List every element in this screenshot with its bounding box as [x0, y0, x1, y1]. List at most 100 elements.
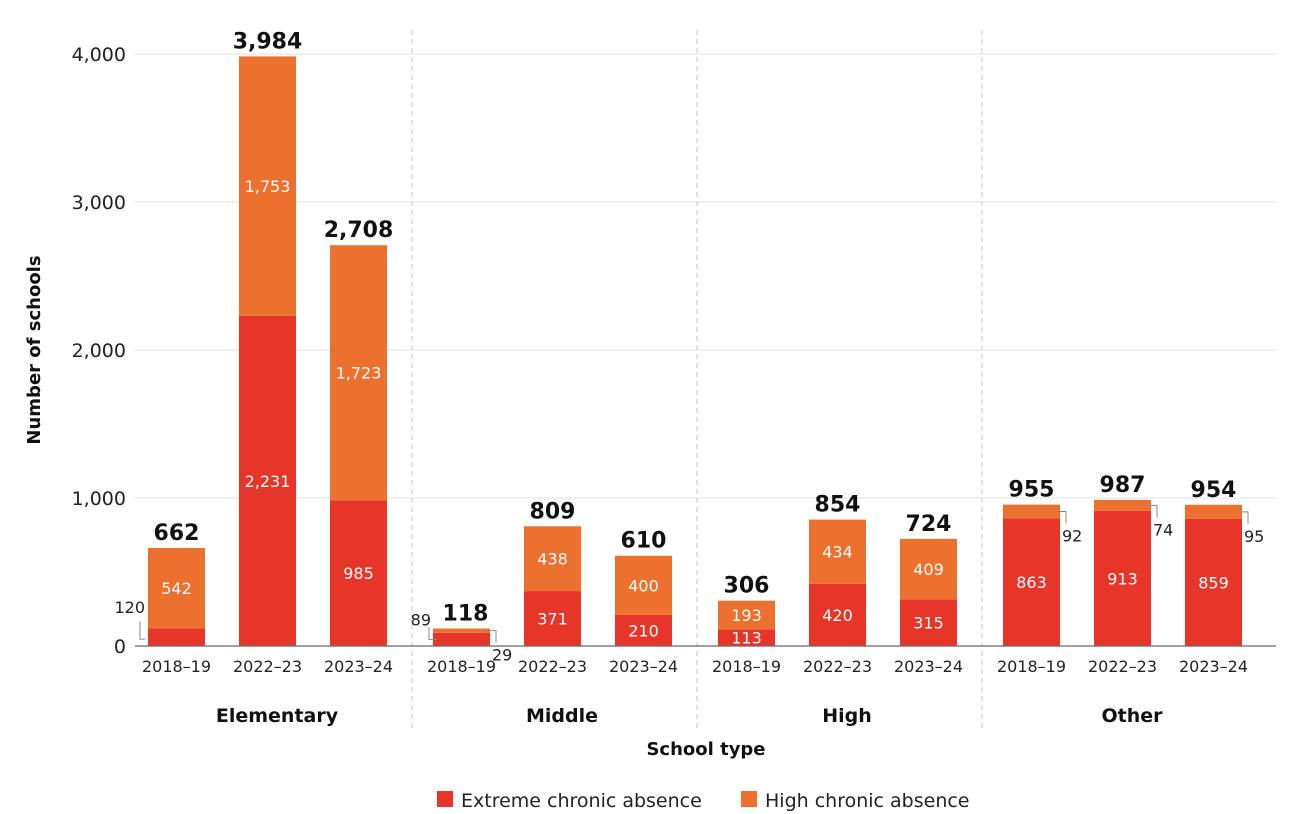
- callout-line: [1056, 510, 1067, 524]
- bar-total-label: 987: [1100, 473, 1146, 498]
- bar-segment: [718, 600, 775, 630]
- y-tick-label: 2,000: [72, 340, 126, 362]
- segment-value-label: 371: [537, 610, 568, 629]
- segment-value-label: 89: [411, 610, 431, 629]
- bar-total-label: 662: [154, 521, 200, 546]
- legend-swatch: [741, 791, 757, 807]
- x-axis-title: School type: [646, 739, 765, 760]
- bar-total-label: 2,708: [324, 218, 394, 243]
- legend-label: Extreme chronic absence: [461, 790, 702, 812]
- x-category-label: 2022–23: [1088, 657, 1157, 676]
- legend-label: High chronic absence: [765, 790, 970, 812]
- segment-value-label: 420: [822, 606, 853, 625]
- segment-value-label: 438: [537, 550, 568, 569]
- bar-total-label: 955: [1009, 478, 1055, 503]
- segment-value-label: 210: [628, 621, 659, 640]
- bar-segment: [239, 56, 296, 316]
- segment-value-label: 542: [161, 579, 192, 598]
- x-category-label: 2023–24: [1179, 657, 1248, 676]
- bar-segment: [330, 245, 387, 501]
- bar-total-label: 809: [530, 499, 576, 524]
- segment-value-label: 400: [628, 576, 659, 595]
- segment-value-label: 2,231: [245, 472, 291, 491]
- y-tick-label: 1,000: [72, 488, 126, 510]
- bar-segment: [615, 614, 672, 646]
- segment-value-label: 113: [731, 629, 762, 648]
- segment-value-label: 985: [343, 564, 374, 583]
- segment-value-label: 193: [731, 606, 762, 625]
- bar-total-label: 306: [724, 574, 770, 599]
- x-category-label: 2022–23: [233, 657, 302, 676]
- segment-value-label: 315: [913, 614, 944, 633]
- callout-line: [428, 627, 437, 640]
- data-labels: 120 542 662 2,231 1,753 3,984 985 1,723 2,708 89 2…: [114, 29, 1264, 664]
- x-axis-categories: Elementary 2018–19 2022–23 2023–24 Middle 201…: [142, 657, 1248, 727]
- x-category-label: 2018–19: [712, 657, 781, 676]
- gridlines: [135, 53, 1276, 499]
- bar-segment: [148, 548, 205, 629]
- group-label: Elementary: [216, 705, 339, 727]
- group-label: Middle: [526, 705, 598, 727]
- x-category-label: 2022–23: [518, 657, 587, 676]
- segment-value-label: 863: [1016, 573, 1047, 592]
- bar-segment: [148, 628, 205, 646]
- x-category-label: 2023–24: [609, 657, 678, 676]
- group-label: Other: [1101, 705, 1163, 727]
- bar-segment: [809, 583, 866, 646]
- y-axis-title: Number of schools: [24, 255, 45, 444]
- bar-segment: [524, 591, 581, 646]
- segment-value-label: 120: [114, 598, 145, 617]
- callout-line: [486, 630, 497, 643]
- x-category-label: 2023–24: [324, 657, 393, 676]
- segment-value-label: 859: [1198, 573, 1229, 592]
- bar-segment: [239, 315, 296, 646]
- group-separators: [411, 30, 983, 730]
- bar-segment: [900, 538, 957, 600]
- segment-value-label: 1,753: [245, 177, 291, 196]
- bar-segment: [900, 599, 957, 646]
- segment-value-label: 913: [1107, 569, 1138, 588]
- segment-value-label: 434: [822, 543, 853, 562]
- segment-value-label: 29: [492, 646, 512, 665]
- legend: Extreme chronic absence High chronic abse…: [437, 790, 970, 812]
- bar-segment: [718, 629, 775, 646]
- bar-total-label: 954: [1191, 478, 1237, 503]
- bar-segment: [809, 519, 866, 584]
- bar-total-label: 610: [621, 529, 667, 554]
- bar-segment: [433, 632, 490, 646]
- segment-value-label: 74: [1153, 520, 1173, 539]
- x-category-label: 2018–19: [427, 657, 496, 676]
- bar-segment: [433, 628, 490, 633]
- segment-value-label: 95: [1244, 527, 1264, 546]
- x-category-label: 2018–19: [997, 657, 1066, 676]
- segment-value-label: 92: [1062, 526, 1082, 545]
- y-tick-label: 4,000: [72, 44, 126, 66]
- x-category-label: 2022–23: [803, 657, 872, 676]
- y-tick-label: 3,000: [72, 192, 126, 214]
- y-tick-label: 0: [114, 636, 126, 658]
- x-category-label: 2023–24: [894, 657, 963, 676]
- bar-segment: [1094, 510, 1151, 646]
- segment-value-label: 1,723: [336, 364, 382, 383]
- bar-segment: [1094, 499, 1151, 511]
- callout-line: [139, 621, 145, 640]
- bar-segment: [1185, 504, 1242, 519]
- bar-segment: [1003, 518, 1060, 646]
- x-category-label: 2018–19: [142, 657, 211, 676]
- bars: [148, 56, 1242, 646]
- y-axis-ticks: 0 1,000 2,000 3,000 4,000: [72, 44, 126, 658]
- bar-segment: [1003, 504, 1060, 519]
- bar-segment: [1185, 518, 1242, 646]
- bar-total-label: 3,984: [233, 29, 303, 54]
- callout-line: [1238, 511, 1249, 524]
- bar-total-label: 724: [906, 512, 952, 537]
- callout-line: [1147, 504, 1158, 518]
- bar-segment: [524, 526, 581, 592]
- group-label: High: [822, 705, 872, 727]
- bar-total-label: 118: [443, 602, 489, 627]
- segment-value-label: 409: [913, 560, 944, 579]
- bar-segment: [615, 555, 672, 615]
- bar-total-label: 854: [815, 493, 861, 518]
- legend-swatch: [437, 791, 453, 807]
